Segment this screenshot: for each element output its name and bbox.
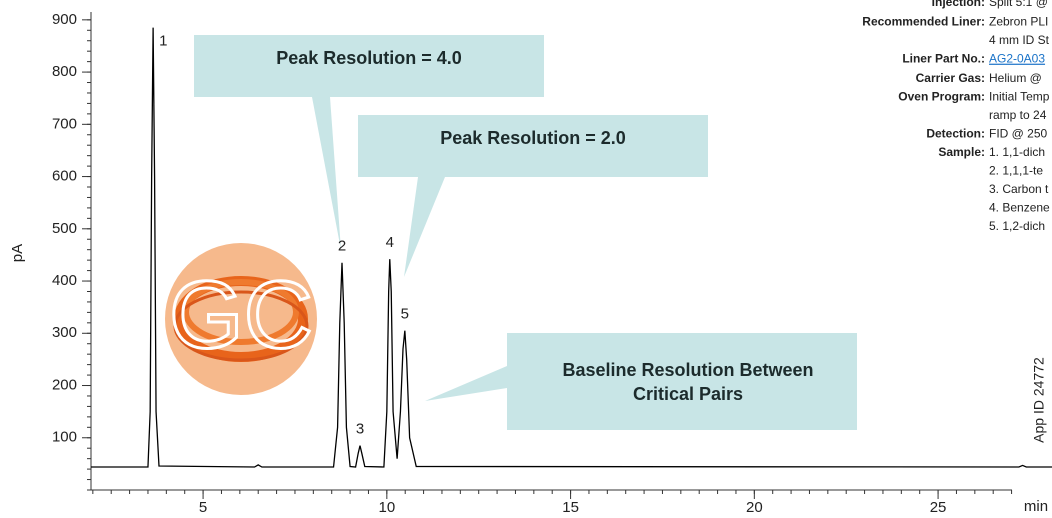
method-label: Carrier Gas: (916, 71, 985, 85)
logo-coil (173, 290, 309, 362)
method-label: Injection: (932, 0, 985, 9)
x-tick-label: 20 (746, 499, 763, 516)
callout-2: Peak Resolution = 2.0 (358, 115, 708, 277)
y-tick-label: 800 (52, 63, 77, 80)
logo-text: GC (169, 261, 313, 368)
callout-text: Peak Resolution = 2.0 (440, 128, 626, 148)
y-tick-label: 100 (52, 429, 77, 446)
logo-circle (165, 243, 317, 395)
callout-3: Baseline Resolution Between Critical Pai… (425, 333, 857, 430)
callout-text: Peak Resolution = 4.0 (276, 48, 462, 68)
peak-label: 3 (356, 421, 364, 438)
method-value: FID @ 250 (989, 127, 1048, 141)
y-tick-label: 300 (52, 324, 77, 341)
callout-text: Baseline Resolution Between (562, 360, 813, 380)
callout-text: Critical Pairs (633, 384, 743, 404)
y-tick-label: 900 (52, 11, 77, 28)
peak-label: 2 (338, 238, 346, 255)
method-value: 5. 1,2-dich (989, 219, 1045, 233)
callout-box (358, 115, 708, 277)
callout-box (194, 35, 544, 250)
method-label: Oven Program: (898, 90, 985, 104)
method-panel: Injection: Split 5:1 @ Recommended Liner: Z… (862, 0, 1050, 233)
x-tick-label: 5 (199, 499, 207, 516)
method-label: Sample: (938, 145, 985, 159)
method-value: 2. 1,1,1-te (989, 164, 1043, 178)
logo-coil (183, 279, 299, 345)
y-tick-label: 700 (52, 115, 77, 132)
method-value: ramp to 24 (989, 108, 1047, 122)
method-value: Zebron PLI (989, 15, 1048, 29)
peak-label: 5 (401, 306, 409, 323)
x-tick-label: 25 (930, 499, 947, 516)
y-tick-label: 400 (52, 272, 77, 289)
y-tick-label: 500 (52, 220, 77, 237)
peak-label: 1 (159, 33, 167, 50)
method-value: Initial Temp (989, 90, 1050, 104)
method-label: Recommended Liner: (862, 15, 985, 29)
method-value: 3. Carbon t (989, 182, 1049, 196)
x-tick-label: 10 (378, 499, 395, 516)
logo: GC (165, 243, 317, 395)
method-value: 4 mm ID St (989, 33, 1050, 47)
method-label: Liner Part No.: (902, 52, 985, 66)
app-id: App ID 24772 (1031, 357, 1047, 443)
method-value: 4. Benzene (989, 201, 1050, 215)
method-value: Split 5:1 @ (989, 0, 1048, 9)
y-axis-label: pA (9, 244, 26, 262)
x-tick-label: 15 (562, 499, 579, 516)
part-link[interactable]: AG2-0A03 (989, 52, 1045, 66)
method-value: 1. 1,1-dich (989, 145, 1045, 159)
x-axis-label: min (1024, 498, 1048, 515)
method-label: Detection: (926, 127, 985, 141)
y-tick-label: 200 (52, 376, 77, 393)
method-value: Helium @ (989, 71, 1042, 85)
y-tick-label: 600 (52, 168, 77, 185)
trace (91, 27, 1052, 468)
callout-box (425, 333, 857, 430)
peak-label: 4 (386, 234, 394, 251)
callout-1: Peak Resolution = 4.0 (194, 35, 544, 250)
